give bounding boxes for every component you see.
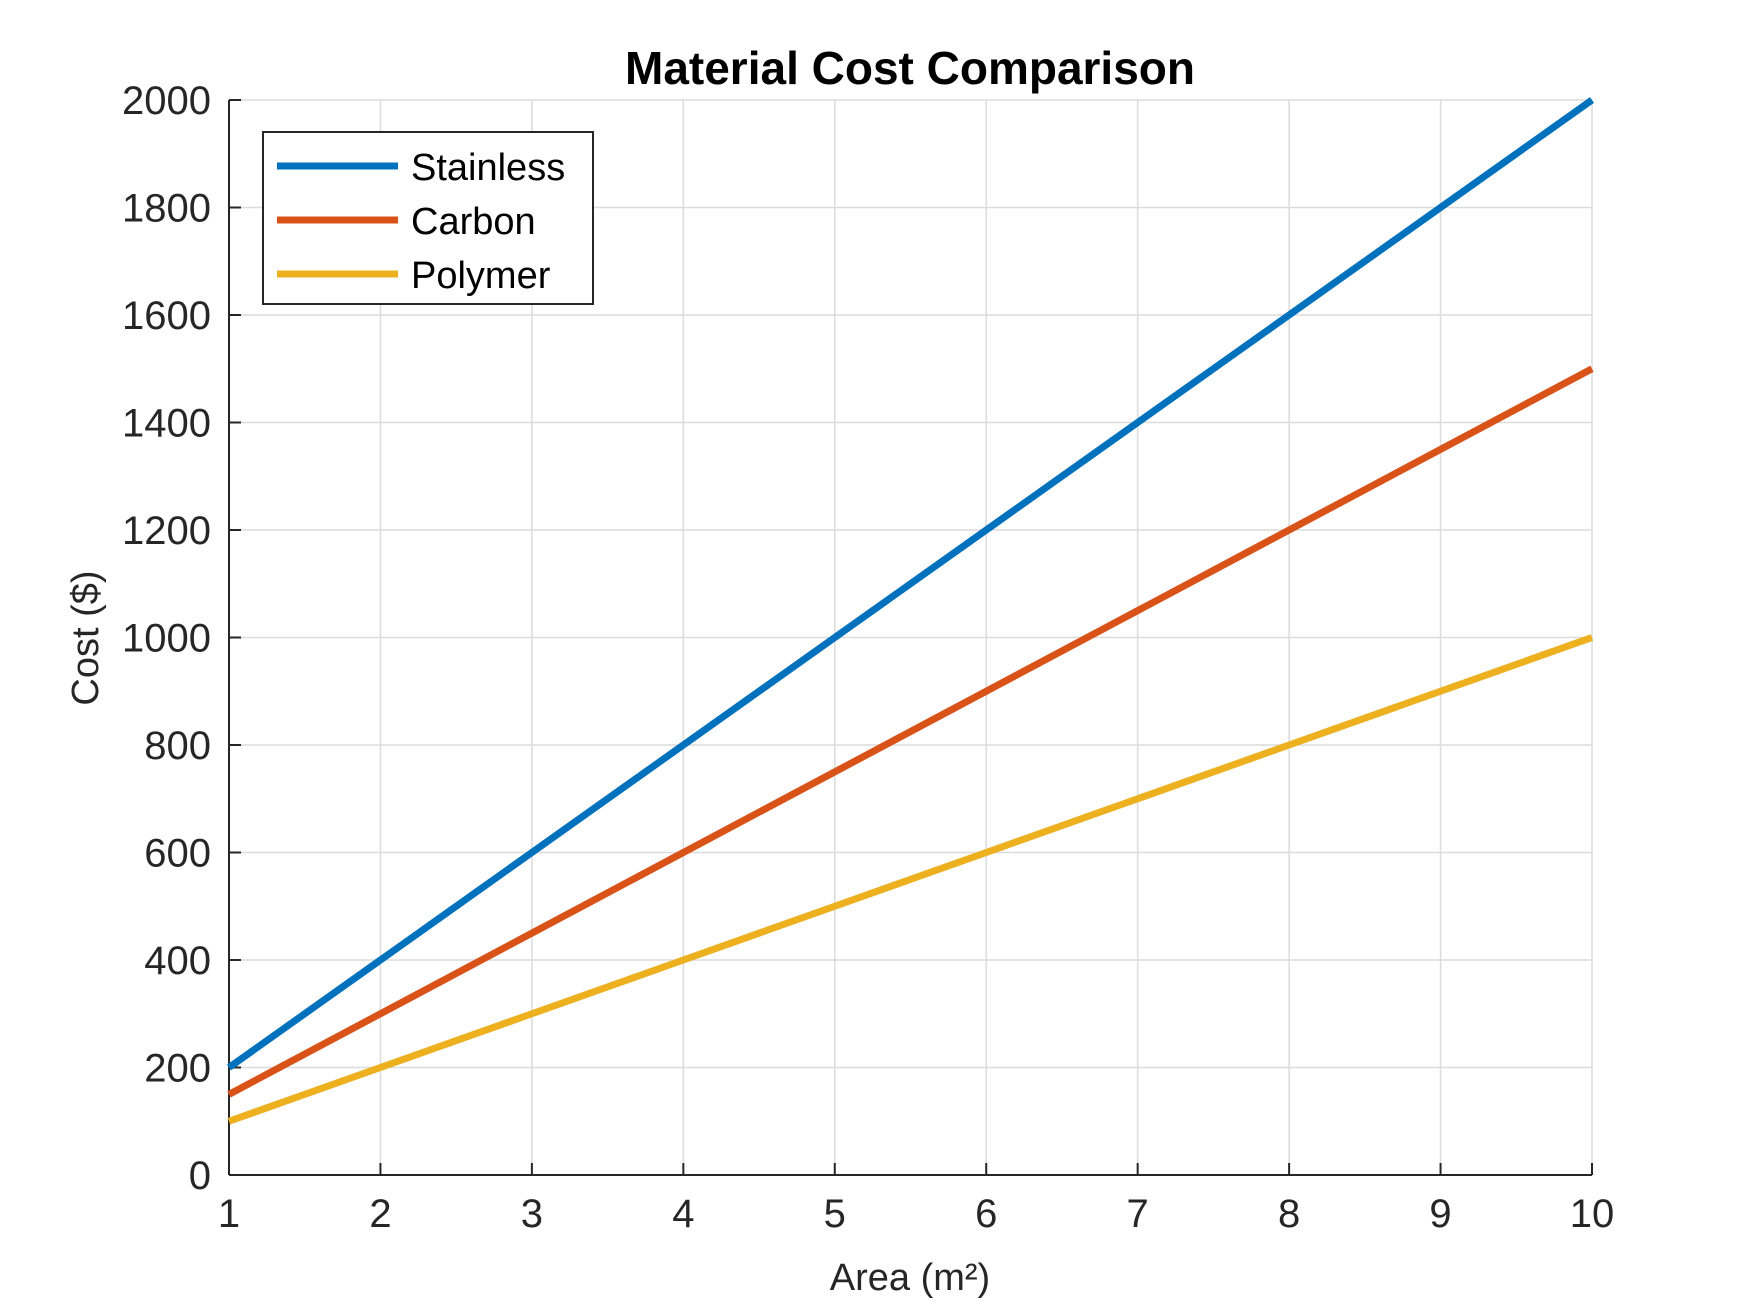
x-tick-label: 4 bbox=[672, 1192, 694, 1236]
x-tick-label: 8 bbox=[1278, 1192, 1300, 1236]
axes bbox=[228, 99, 1593, 1176]
x-tick-label: 6 bbox=[975, 1192, 997, 1236]
series-line-polymer bbox=[227, 634, 1594, 1125]
y-tick-label: 1000 bbox=[122, 617, 211, 661]
legend-label-carbon: Carbon bbox=[411, 201, 536, 243]
x-tick-label: 9 bbox=[1429, 1192, 1451, 1236]
series-line-stainless bbox=[226, 97, 1595, 1071]
x-tick-label: 10 bbox=[1570, 1192, 1615, 1236]
x-tick-label: 7 bbox=[1127, 1192, 1149, 1236]
y-axis-label: Cost ($) bbox=[65, 570, 107, 705]
y-tick-label: 1400 bbox=[122, 402, 211, 446]
y-tick-label: 2000 bbox=[122, 79, 211, 123]
x-tick-label: 3 bbox=[521, 1192, 543, 1236]
y-tick-label: 400 bbox=[144, 939, 211, 983]
legend-label-polymer: Polymer bbox=[411, 255, 551, 297]
y-tick-label: 1600 bbox=[122, 294, 211, 338]
series-lines bbox=[226, 97, 1595, 1125]
chart-title: Material Cost Comparison bbox=[625, 42, 1195, 94]
y-tick-label: 800 bbox=[144, 724, 211, 768]
y-tick-label: 1800 bbox=[122, 187, 211, 231]
y-tick-label: 200 bbox=[144, 1047, 211, 1091]
x-tick-label: 5 bbox=[824, 1192, 846, 1236]
legend-label-stainless: Stainless bbox=[411, 147, 565, 189]
y-tick-label: 1200 bbox=[122, 509, 211, 553]
tick-labels: 1 2 3 4 5 6 7 8 9 10 0 200 400 600 800 1000 1200 1400 1600… bbox=[122, 79, 1614, 1236]
y-tick-label: 600 bbox=[144, 832, 211, 876]
y-tick-label: 0 bbox=[189, 1154, 211, 1198]
x-tick-label: 2 bbox=[369, 1192, 391, 1236]
grid bbox=[228, 99, 1593, 1176]
x-tick-label: 1 bbox=[218, 1192, 240, 1236]
series-line-carbon bbox=[227, 365, 1594, 1098]
legend: Stainless Carbon Polymer bbox=[262, 131, 594, 305]
x-axis-label: Area (m²) bbox=[830, 1257, 990, 1299]
